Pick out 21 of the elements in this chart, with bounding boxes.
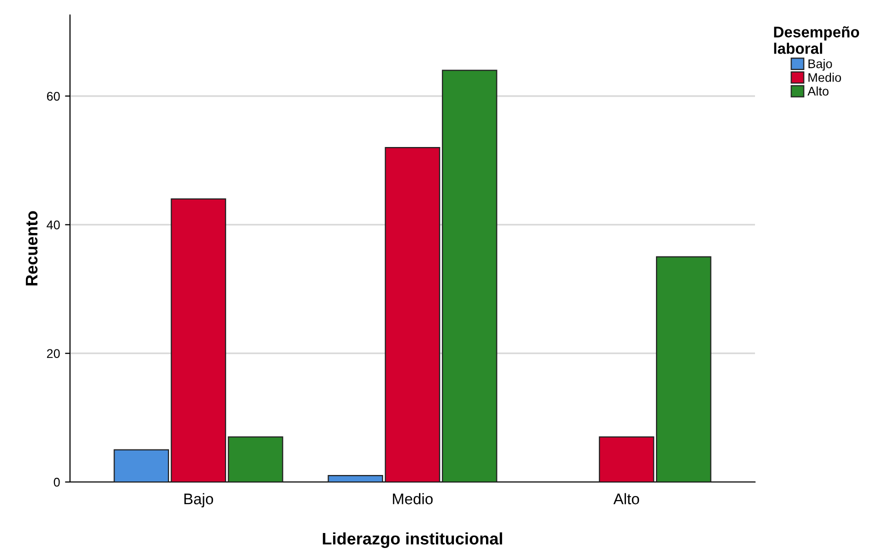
x-tick-label: Alto bbox=[613, 493, 640, 504]
x-tick-label: Bajo bbox=[184, 493, 214, 508]
legend-label: Alto bbox=[808, 86, 829, 96]
y-axis-title: Recuento bbox=[26, 211, 38, 286]
legend-label: Medio bbox=[808, 72, 842, 82]
x-axis-title: Liderazgo institucional bbox=[322, 532, 502, 548]
bar bbox=[656, 256, 712, 482]
y-tick-label: 40 bbox=[46, 220, 60, 230]
bar bbox=[228, 436, 284, 482]
legend-label: Bajo bbox=[808, 59, 832, 71]
bar bbox=[598, 436, 654, 482]
bar bbox=[328, 475, 384, 482]
y-tick-label: 60 bbox=[47, 92, 60, 101]
bar bbox=[170, 198, 226, 482]
x-tick-label: Medio bbox=[392, 493, 433, 504]
y-tick-label: 20 bbox=[47, 349, 60, 358]
y-tick-label: 0 bbox=[54, 478, 60, 487]
bar bbox=[442, 70, 498, 482]
legend-title: Desempeño laboral bbox=[774, 26, 860, 54]
bar bbox=[384, 146, 440, 482]
bar bbox=[114, 449, 170, 482]
